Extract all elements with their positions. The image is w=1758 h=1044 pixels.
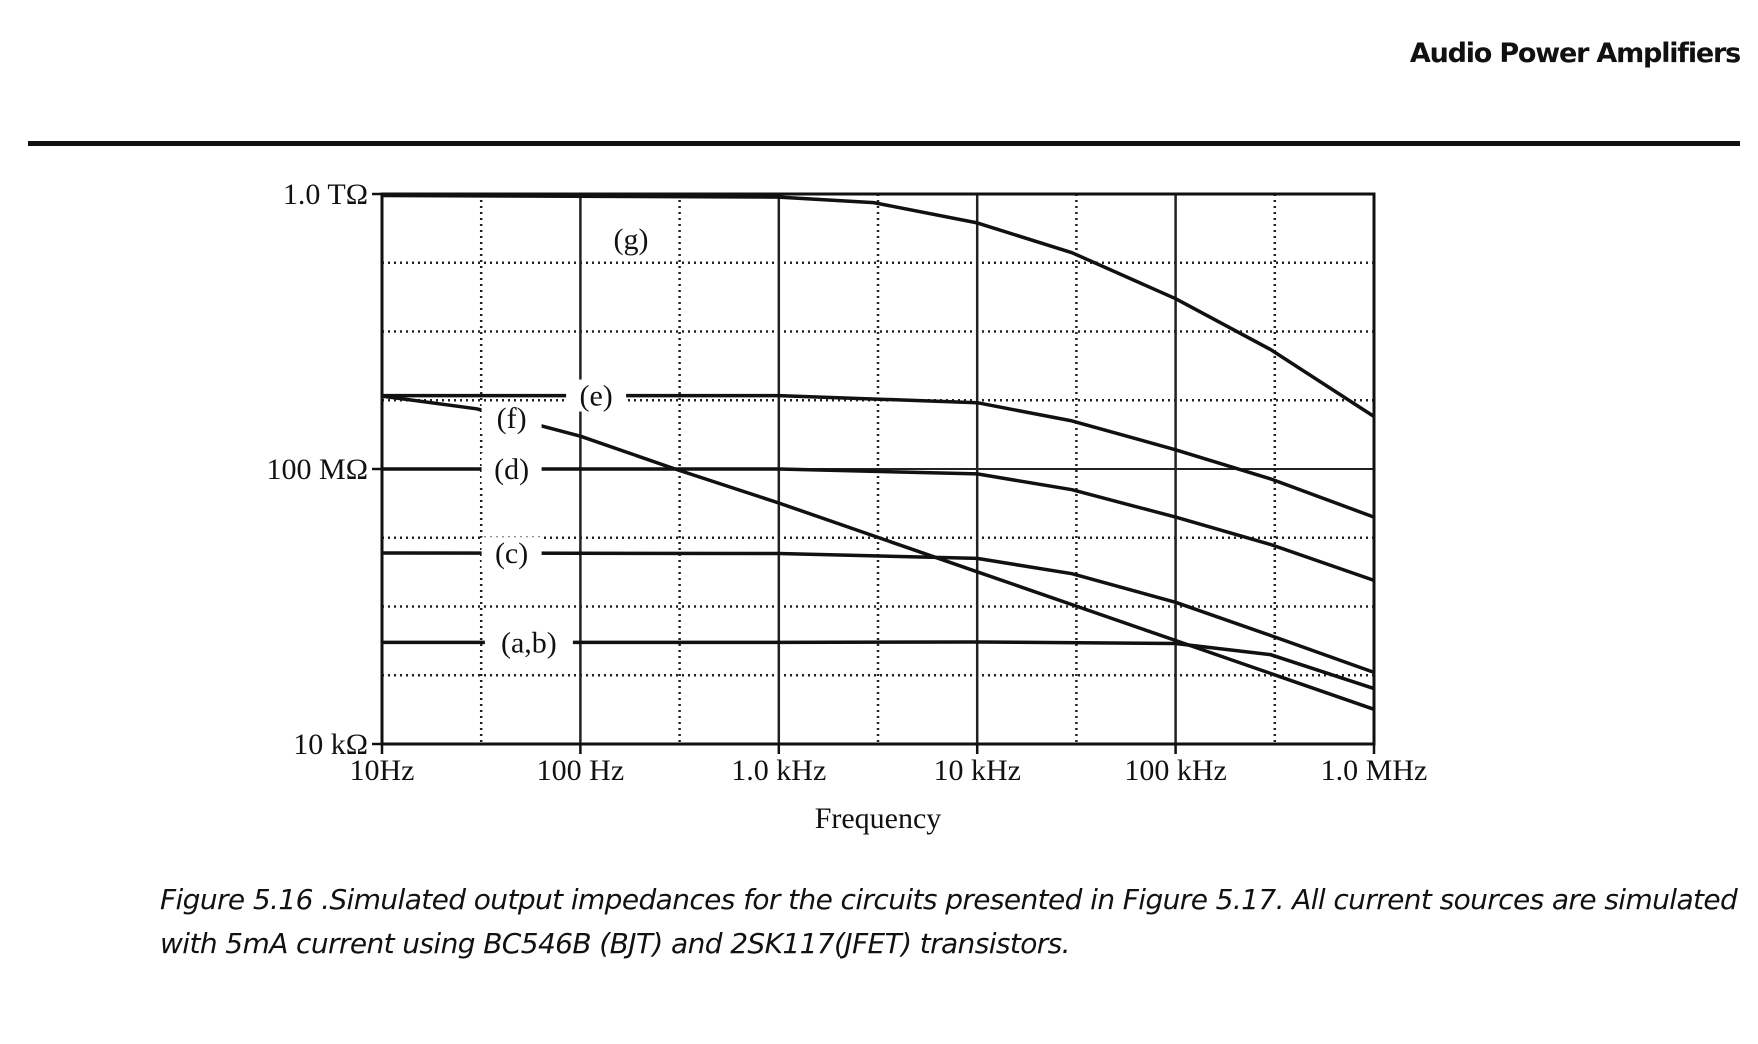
series-label: (c) xyxy=(495,537,528,570)
figure-caption: Figure 5.16 .Simulated output impedances… xyxy=(160,878,1738,966)
x-tick-label: 1.0 kHz xyxy=(731,754,826,787)
x-tick-label: 100 Hz xyxy=(537,754,624,787)
x-tick-label: 100 kHz xyxy=(1124,754,1226,787)
y-tick-label: 1.0 TΩ xyxy=(283,178,368,211)
series-label-backing xyxy=(566,379,627,412)
series-line-c xyxy=(381,551,1375,675)
header-divider xyxy=(28,141,1740,146)
chart-series-group xyxy=(381,193,1375,711)
series-label-backing xyxy=(481,402,542,435)
series-label-backing xyxy=(481,537,542,570)
running-header-title: Audio Power Amplifiers xyxy=(1409,38,1741,69)
x-tick-label: 1.0 MHz xyxy=(1321,754,1428,787)
series-line-e xyxy=(382,393,1375,519)
figure-caption-line-2: with 5mA current using BC546B (BJT) and … xyxy=(160,927,1071,960)
x-tick-label: 10 kHz xyxy=(933,754,1020,787)
series-label: (a,b) xyxy=(501,626,557,659)
series-line-ab xyxy=(382,640,1375,691)
y-tick-label: 100 MΩ xyxy=(267,453,368,486)
x-axis-title: Frequency xyxy=(815,802,942,835)
y-tick-label: 10 kΩ xyxy=(293,728,368,761)
series-line-d xyxy=(382,467,1375,583)
series-label-backing xyxy=(484,626,573,659)
series-label-backing xyxy=(481,453,542,485)
chart-series-labels: (g) (e) (f) (d) (c) (a,b) xyxy=(481,223,649,659)
series-label: (g) xyxy=(614,223,649,256)
figure-caption-line-1: Figure 5.16 .Simulated output impedances… xyxy=(160,883,1738,916)
series-label: (e) xyxy=(579,380,612,413)
series-label: (d) xyxy=(494,453,529,486)
series-line-g xyxy=(381,193,1375,418)
x-tick-label: 10Hz xyxy=(350,754,415,787)
chart-axis-ticks: 10Hz 100 Hz 1.0 kHz 10 kHz 100 kHz 1.0 MHz 10 … xyxy=(267,178,1428,787)
series-label: (f) xyxy=(497,402,527,435)
